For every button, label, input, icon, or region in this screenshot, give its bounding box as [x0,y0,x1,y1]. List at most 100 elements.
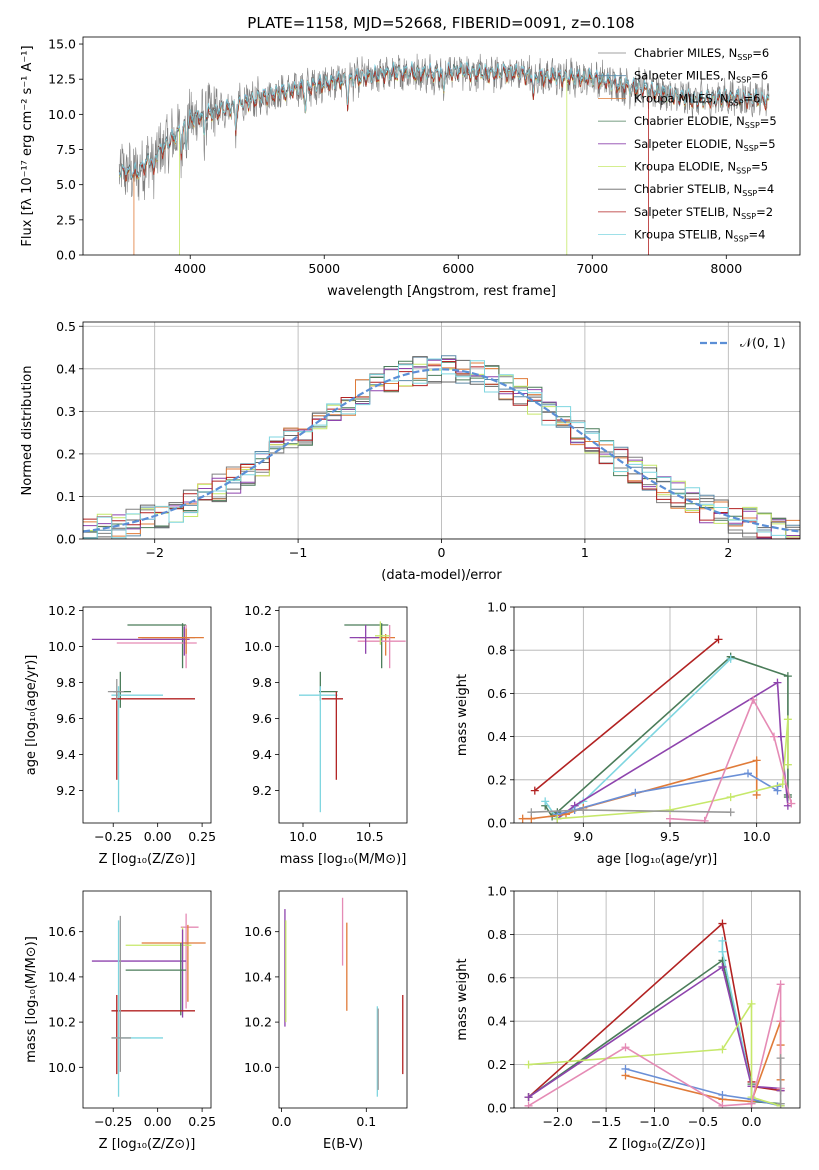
y-tick-label: 0.0 [56,532,76,547]
x-tick-label: 0.0 [272,1114,292,1129]
weight-point-marker [776,1099,785,1108]
y-tick-label: 10.2 [244,1015,272,1030]
weight-series-line [669,698,793,822]
axes-frame [513,606,801,824]
weight-series-line [534,638,720,792]
axes-frame [82,890,212,1109]
spectrum-legend: Chabrier MILES, NSSP=6 Salpeter MILES, NS… [598,46,777,244]
x-tick-label: −0.25 [94,1114,132,1129]
errorbar-point [127,623,187,669]
errorbar-point [125,942,187,1016]
weight-point-marker [524,1093,533,1102]
x-tick-label: −1 [289,545,307,560]
x-tick-label: −2 [145,545,163,560]
weight-point-marker [621,1064,630,1073]
y-tick-label: 9.2 [252,783,272,798]
errorbar-point [344,623,389,669]
weight-point-marker [718,1101,727,1108]
y-tick-label: 0.0 [487,816,507,831]
x-tick-label: 0.00 [144,1114,172,1129]
panel-mass_vs_Z: −0.25 0.00 0.25 10.0 10.2 10.4 10.6 Z [log₁₀(Z/… [24,890,216,1152]
weight-point-marker [773,678,782,687]
x-tick-label: 6000 [442,261,474,276]
weight-point-marker [718,1045,727,1054]
y-tick-label: 10.2 [48,1015,76,1030]
weight-point-marker [776,732,785,741]
y-tick-label: 0.4 [487,729,507,744]
y-tick-label: 0.3 [56,404,76,419]
y-axis-label: Flux [fλ 10⁻¹⁷ erg cm⁻² s⁻¹ A⁻¹] [20,45,35,246]
gaussian-curve [83,368,800,533]
histogram-kroupa-stelib [83,358,800,539]
weight-series-line [625,1068,781,1107]
y-tick-label: 9.6 [252,711,272,726]
weight-point-marker [747,999,756,1008]
x-tick-label: −1.5 [591,1114,621,1129]
weight-point-marker [527,808,536,817]
weight-point-marker [783,672,792,681]
weight-point-marker [718,936,727,945]
errorbar-point [321,691,343,780]
legend-entry: Chabrier STELIB, NSSP=4 [634,182,774,198]
errorbar-point [111,691,195,780]
y-tick-label: 9.4 [252,747,272,762]
weight-series-line [557,719,789,820]
model-line-salpeter-stelib [118,64,770,182]
y-tick-label: 12.5 [48,72,76,87]
x-tick-label: −0.5 [688,1114,718,1129]
y-tick-label: 9.2 [56,783,76,798]
axes-frame [278,606,408,824]
y-tick-label: 10.6 [48,924,76,939]
legend-entry: Kroupa MILES, NSSP=6 [634,91,760,107]
x-axis-label: Z [log₁₀(Z/Z⊙)] [99,852,196,867]
weight-point-marker [553,814,562,823]
legend-entry: Chabrier ELODIE, NSSP=5 [634,114,777,130]
weight-point-marker [770,732,778,741]
x-tick-label: 9.5 [660,829,680,844]
errorbar-point [375,621,390,645]
weight-point-marker [726,654,735,663]
plot-area [284,897,404,1097]
errorbar-point [107,679,124,701]
panel-mass_vs_ebv: 0.0 0.1 10.0 10.2 10.4 10.6 E(B-V) [244,890,408,1152]
y-tick-label: 9.8 [252,675,272,690]
errorbar-point [299,686,338,813]
panel-weight_vs_age: 9.0 9.5 10.0 0.0 0.2 0.4 0.6 0.8 1.0 age [log₁₀(a… [455,600,801,867]
plot-area [514,891,800,1108]
y-tick-label: 0.0 [487,1101,507,1116]
y-tick-label: 0.2 [487,772,507,787]
weight-point-marker [752,790,761,799]
x-axis-label: Z [log₁₀(Z/Z⊙)] [99,1137,196,1152]
x-tick-label: 8000 [710,261,742,276]
weight-point-marker [718,947,727,956]
errorbar-point [113,671,131,708]
panel-age_vs_Z: −0.25 0.00 0.25 9.2 9.4 9.6 9.8 10.0 10.2 Z [log₁… [24,603,216,867]
chart-panels: 4000 5000 6000 7000 80000.02.55.07.510.012.5… [20,37,801,1152]
legend-entry: Chabrier MILES, NSSP=6 [634,46,769,62]
y-axis-label: mass weight [455,958,470,1040]
x-axis-label: E(B-V) [323,1137,363,1152]
plot-area [514,607,800,823]
errorbar-point [111,915,131,1072]
errorbar-point [141,924,206,1002]
weight-point-marker [752,756,761,765]
weight-point-marker [726,793,735,802]
errorbar-point [349,625,379,654]
weight-point-marker [749,695,758,704]
y-tick-label: 9.4 [56,747,76,762]
x-tick-label: 10.0 [743,829,771,844]
weight-point-marker [524,1101,533,1108]
weight-point-marker [579,806,588,815]
weight-point-marker [718,1090,727,1099]
y-axis-label: mass weight [455,674,470,756]
y-tick-label: 0.2 [487,1057,507,1072]
weight-point-marker [621,1043,630,1052]
x-axis-label: (data-model)/error [381,568,502,583]
y-tick-label: 0.6 [487,970,507,985]
weight-point-marker [718,919,727,928]
y-tick-label: 2.5 [56,212,76,227]
y-tick-label: 9.6 [56,711,76,726]
x-tick-label: 10.0 [289,829,317,844]
weight-point-marker [518,814,527,823]
residual-legend: 𝒩(0, 1) [700,335,786,350]
